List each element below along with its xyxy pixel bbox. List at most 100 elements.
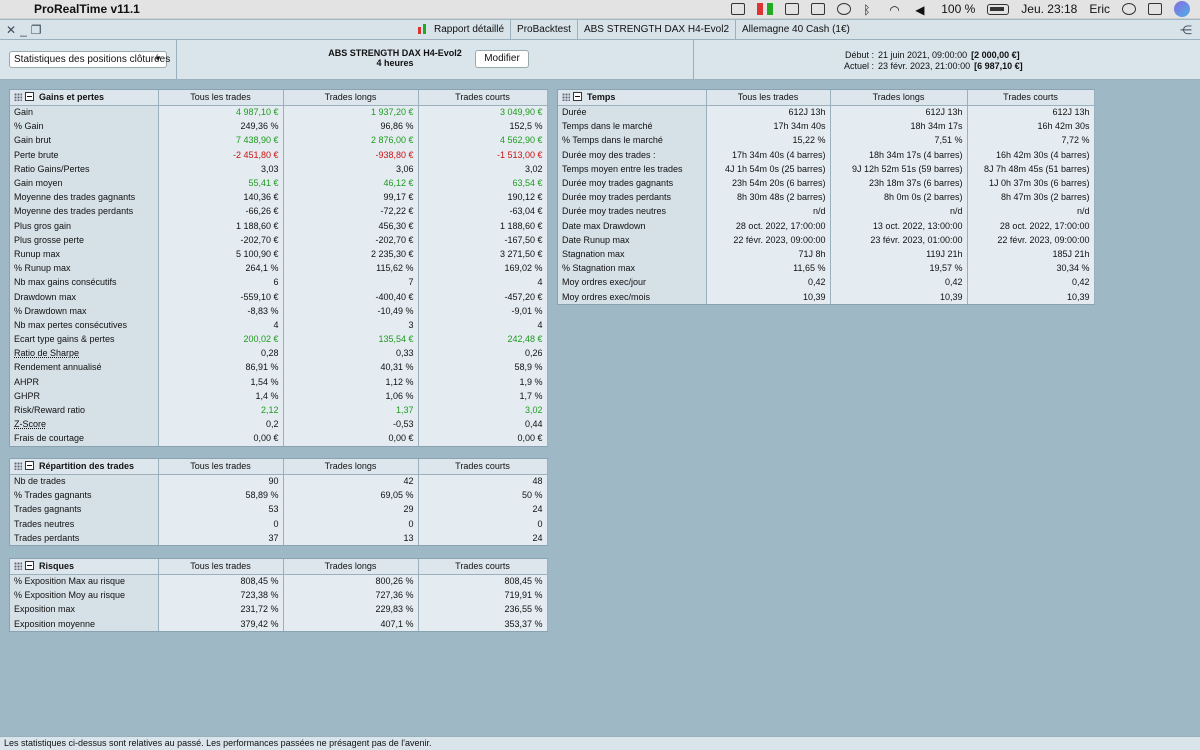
status-area: ᛒ ◠ ◀ 100 % Jeu. 23:18 Eric [731,1,1200,17]
dictionary-icon[interactable] [731,3,746,15]
close-icon[interactable]: ✕ [6,22,17,37]
row-label: Moyenne des trades gagnants [10,190,159,205]
row-label: Ratio Gains/Pertes [10,161,159,176]
user-name[interactable]: Eric [1089,2,1110,16]
row-label: Runup max [10,246,159,262]
row-value: 11,65 % [706,261,831,276]
drag-handle-icon[interactable] [14,93,22,102]
table-row: Plus gros gain 1 188,60 €456,30 €1 188,60… [10,218,548,233]
dropdown-value: Statistiques des positions clôturées [14,54,171,65]
row-value: 612J 13h [967,105,1095,120]
market-icon[interactable] [757,3,764,15]
risk-panel: Risques Tous les trades Trades longs Trades… [9,558,548,632]
table-row: Moyenne des trades perdants -66,26 € -72,2… [10,204,548,219]
row-value: 808,45 % [418,574,548,589]
table-row: Z-Score 0,2 -0,53 0,44 [10,417,548,432]
volume-icon[interactable]: ◀ [915,3,925,17]
row-value: 200,02 € [158,332,284,347]
table-row: AHPR 1,54 % 1,12 % 1,9 % [10,374,548,389]
statistics-dropdown[interactable]: Statistiques des positions clôturées ▼ [9,51,171,68]
time-machine-icon[interactable] [837,3,852,15]
app-name[interactable]: ProRealTime v11.1 [34,2,140,16]
detailed-report-tab[interactable]: Rapport détaillé [412,20,510,40]
share-icon[interactable]: ⋲ [1180,22,1192,37]
panel-title-text: Temps [587,92,616,103]
wifi-icon[interactable]: ◠ [889,3,900,17]
drag-handle-icon[interactable] [562,93,570,102]
collapse-icon[interactable] [25,461,34,471]
row-value: -400,40 € [283,289,419,304]
row-value: 0,42 [706,275,831,290]
row-label: Nb max pertes consécutives [10,317,159,332]
panel-title: Risques [10,559,159,575]
row-value: 1 188,60 € [158,218,284,233]
column-header: Trades longs [283,559,419,575]
row-value: 28 oct. 2022, 17:00:00 [967,218,1095,233]
row-value: 55,41 € [158,175,284,191]
row-label: Trades gagnants [10,502,159,517]
row-value: 37 [158,530,284,545]
row-label: Perte brute [10,147,159,162]
current-capital: [6 987,10 €] [974,61,1023,71]
control-center-icon[interactable] [1148,3,1162,15]
row-value: 1 188,60 € [418,218,548,233]
table-row: Ratio de Sharpe 0,28 0,33 0,26 [10,346,548,361]
table-row: Nb max pertes consécutives 4 3 4 [10,317,548,332]
row-value: 99,17 € [283,190,419,205]
drag-handle-icon[interactable] [14,462,22,471]
siri-icon[interactable] [1174,1,1190,17]
instrument-tab[interactable]: Allemagne 40 Cash (1€) [735,19,856,40]
row-value: 3 [283,317,419,332]
row-value: 0 [283,516,419,531]
row-label: Nb max gains consécutifs [10,275,159,290]
row-value: 1 937,20 € [283,105,419,120]
probacktest-tab[interactable]: ProBacktest [510,19,577,40]
airplay-icon[interactable] [811,3,826,15]
row-label: % Exposition Max au risque [10,574,159,589]
battery-icon[interactable] [987,3,1010,15]
screen-icon[interactable] [785,3,800,15]
spotlight-icon[interactable] [1122,3,1136,15]
row-label[interactable]: Ratio de Sharpe [10,346,159,361]
disclaimer-text: Les statistiques ci-dessus sont relative… [4,738,432,748]
table-row: Temps moyen entre les trades 4J 1h 54m 0s… [558,161,1095,176]
panel-title: Répartition des trades [10,459,159,475]
column-header: Trades courts [418,90,548,106]
disclaimer-bar: Les statistiques ci-dessus sont relative… [0,736,1200,750]
table-row: Durée moy des trades :17h 34m 40s (4 bar… [558,147,1095,162]
modify-button[interactable]: Modifier [475,50,529,68]
table-row: Drawdown max -559,10 € -400,40 € -457,20 € [10,289,548,304]
row-label: Durée moy des trades : [558,147,707,162]
window-toolbar: ✕ _ ❐ Rapport détaillé ProBacktest ABS S… [0,19,1200,40]
collapse-icon[interactable] [25,92,34,102]
row-value: 612J 13h [830,105,968,120]
drag-handle-icon[interactable] [14,562,22,571]
restore-icon[interactable]: ❐ [30,22,42,37]
row-value: 1,4 % [158,388,284,403]
clock[interactable]: Jeu. 23:18 [1021,2,1078,16]
row-value: 48 [418,474,548,489]
row-value: 190,12 € [418,190,548,205]
column-header: Trades courts [418,459,548,475]
row-label: Temps moyen entre les trades [558,161,707,176]
row-label[interactable]: Z-Score [10,417,159,432]
bluetooth-icon[interactable]: ᛒ [863,3,871,17]
row-value: 18h 34m 17s [830,119,968,134]
row-value: 231,72 % [158,602,284,617]
market-up-icon[interactable] [767,3,774,15]
row-value: 135,54 € [283,332,419,347]
collapse-icon[interactable] [573,92,582,102]
minimize-icon[interactable]: _ [20,22,27,37]
table-row: Trades neutres 0 0 0 [10,516,548,531]
row-label: Date Runup max [558,232,707,247]
row-value: 723,38 % [158,588,284,603]
row-value: 3,02 [418,161,548,176]
collapse-icon[interactable] [25,561,34,571]
strategy-tab[interactable]: ABS STRENGTH DAX H4-Evol2 [576,19,735,40]
row-label: Date max Drawdown [558,218,707,233]
row-value: -72,22 € [283,204,419,219]
row-value: 8h 30m 48s (2 barres) [706,190,831,205]
row-label: Trades neutres [10,516,159,531]
table-row: Stagnation max 71J 8h 119J 21h 185J 21h [558,246,1095,262]
row-label: Frais de courtage [10,431,159,446]
